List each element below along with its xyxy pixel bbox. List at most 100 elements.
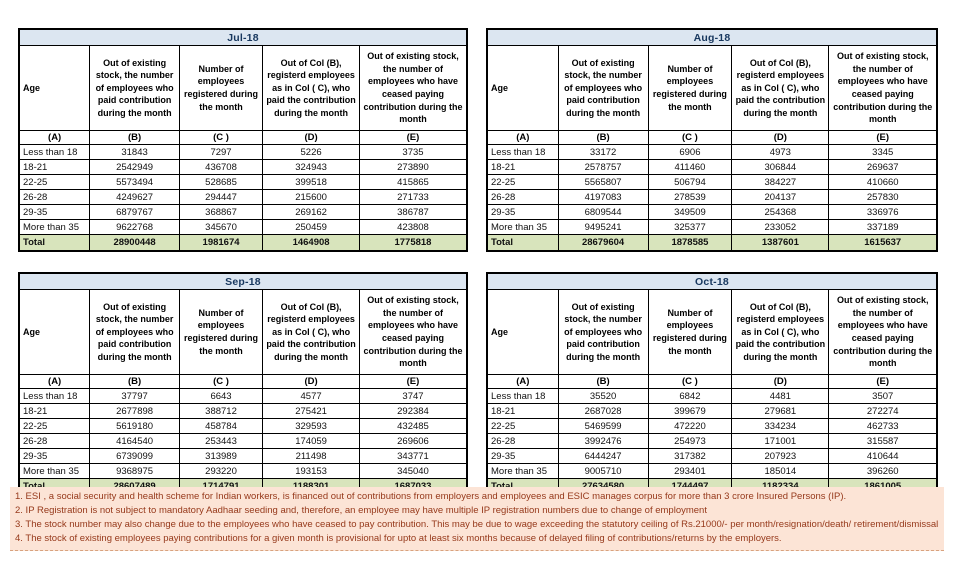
table-row: More than 35 9495241 325377 233052 33718… [486, 219, 938, 235]
month-title: Jul-18 [18, 28, 468, 46]
cell-e: 315587 [828, 433, 938, 449]
age-group-label: 22-25 [18, 174, 91, 190]
total-cell-b: 28900448 [89, 234, 180, 252]
age-group-label: 26-28 [486, 189, 559, 205]
month-table-aug-18: Aug-18 Age Out of existing stock, the nu… [486, 28, 938, 252]
table-row: More than 35 9368975 293220 193153 34504… [18, 463, 468, 479]
cell-e: 269606 [358, 433, 468, 449]
cell-e: 343771 [358, 448, 468, 464]
table-row: More than 35 9622768 345670 250459 42380… [18, 219, 468, 235]
cell-d: 171001 [731, 433, 830, 449]
col-letter-b: (B) [557, 130, 649, 145]
cell-d: 329593 [262, 418, 360, 434]
month-title: Aug-18 [486, 28, 938, 46]
age-group-label: 22-25 [18, 418, 91, 434]
cell-c: 317382 [647, 448, 733, 464]
table-row: 22-25 5573494 528685 399518 415865 [18, 174, 468, 190]
col-letter-b: (B) [557, 374, 649, 389]
cell-e: 273890 [358, 159, 468, 175]
cell-e: 336976 [828, 204, 938, 220]
cell-b: 5469599 [557, 418, 649, 434]
cell-b: 9005710 [557, 463, 649, 479]
cell-d: 4577 [262, 388, 360, 404]
cell-d: 4973 [731, 144, 830, 160]
cell-d: 185014 [731, 463, 830, 479]
table-row: Age Out of existing stock, the number of… [18, 289, 468, 375]
age-group-label: 29-35 [18, 448, 91, 464]
total-cell-c: 1981674 [178, 234, 264, 252]
table-row: Less than 18 35520 6842 4481 3507 [486, 388, 938, 404]
total-cell-d: 1387601 [731, 234, 830, 252]
cell-c: 345670 [178, 219, 264, 235]
cell-d: 215600 [262, 189, 360, 205]
cell-b: 31843 [89, 144, 180, 160]
cell-d: 275421 [262, 403, 360, 419]
cell-e: 462733 [828, 418, 938, 434]
col-header-d: Out of Col (B), registerd employees as i… [731, 45, 830, 131]
cell-c: 528685 [178, 174, 264, 190]
table-row: 26-28 4197083 278539 204137 257830 [486, 189, 938, 205]
footnote: 1. ESI , a social security and health sc… [15, 491, 847, 502]
cell-e: 337189 [828, 219, 938, 235]
cell-c: 349509 [647, 204, 733, 220]
table-row: 22-25 5565807 506794 384227 410660 [486, 174, 938, 190]
cell-e: 3507 [828, 388, 938, 404]
cell-c: 293220 [178, 463, 264, 479]
cell-d: 4481 [731, 388, 830, 404]
col-letter-b: (B) [89, 374, 180, 389]
table-row: Oct-18 [486, 272, 938, 290]
cell-d: 193153 [262, 463, 360, 479]
cell-c: 325377 [647, 219, 733, 235]
table-row: Less than 18 33172 6906 4973 3345 [486, 144, 938, 160]
footnote: 4. The stock of existing employees payin… [15, 533, 782, 544]
table-row: Less than 18 31843 7297 5226 3735 [18, 144, 468, 160]
col-header-e: Out of existing stock, the number of emp… [358, 289, 468, 375]
cell-b: 33172 [557, 144, 649, 160]
cell-c: 278539 [647, 189, 733, 205]
col-letter-a: (A) [18, 130, 91, 145]
age-group-label: 18-21 [18, 403, 91, 419]
cell-d: 306844 [731, 159, 830, 175]
col-header-age: Age [486, 45, 559, 131]
age-group-label: Less than 18 [486, 144, 559, 160]
col-letter-d: (D) [731, 374, 830, 389]
cell-d: 174059 [262, 433, 360, 449]
table-row: Aug-18 [486, 28, 938, 46]
cell-d: 384227 [731, 174, 830, 190]
table-row: Sep-18 [18, 272, 468, 290]
cell-c: 472220 [647, 418, 733, 434]
age-group-label: More than 35 [486, 219, 559, 235]
table-row: 29-35 6809544 349509 254368 336976 [486, 204, 938, 220]
table-row: 18-21 2542949 436708 324943 273890 [18, 159, 468, 175]
table-row: 18-21 2677898 388712 275421 292384 [18, 403, 468, 419]
table-row: 26-28 3992476 254973 171001 315587 [486, 433, 938, 449]
age-group-label: 29-35 [486, 204, 559, 220]
cell-c: 399679 [647, 403, 733, 419]
month-tables-grid: Jul-18 Age Out of existing stock, the nu… [18, 28, 938, 496]
cell-b: 35520 [557, 388, 649, 404]
col-header-c: Number of employees registered during th… [647, 289, 733, 375]
table-row: 29-35 6444247 317382 207923 410644 [486, 448, 938, 464]
age-group-label: 22-25 [486, 174, 559, 190]
col-header-b: Out of existing stock, the number of emp… [557, 45, 649, 131]
col-header-b: Out of existing stock, the number of emp… [557, 289, 649, 375]
cell-b: 37797 [89, 388, 180, 404]
cell-c: 436708 [178, 159, 264, 175]
cell-e: 410660 [828, 174, 938, 190]
col-letter-a: (A) [486, 374, 559, 389]
cell-b: 5619180 [89, 418, 180, 434]
age-group-label: Less than 18 [486, 388, 559, 404]
month-title: Sep-18 [18, 272, 468, 290]
month-table-oct-18: Oct-18 Age Out of existing stock, the nu… [486, 272, 938, 496]
cell-d: 233052 [731, 219, 830, 235]
age-group-label: 18-21 [18, 159, 91, 175]
month-table-sep-18: Sep-18 Age Out of existing stock, the nu… [18, 272, 468, 496]
cell-c: 294447 [178, 189, 264, 205]
cell-b: 9495241 [557, 219, 649, 235]
footnotes-block: 1. ESI , a social security and health sc… [10, 487, 944, 551]
cell-c: 388712 [178, 403, 264, 419]
cell-c: 411460 [647, 159, 733, 175]
cell-c: 6906 [647, 144, 733, 160]
cell-b: 6809544 [557, 204, 649, 220]
table-row: (A) (B) (C ) (D) (E) [18, 130, 468, 145]
